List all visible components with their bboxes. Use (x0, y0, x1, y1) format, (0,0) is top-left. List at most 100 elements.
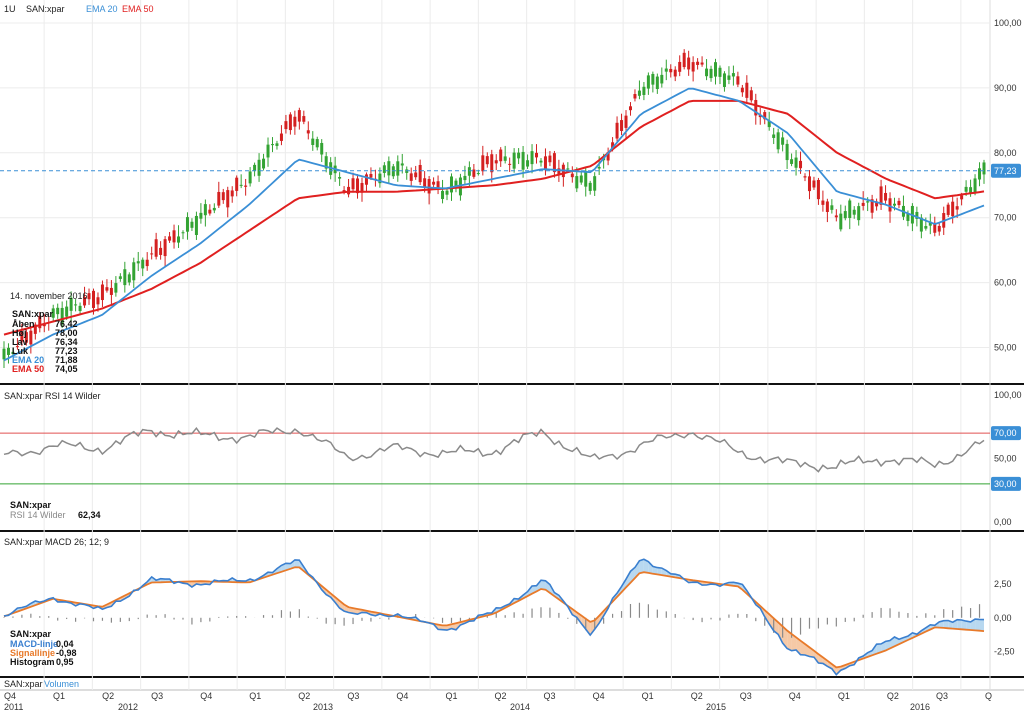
candle-body (969, 187, 973, 194)
candle-body (526, 160, 530, 167)
candle-body (785, 143, 789, 161)
candle-body (168, 236, 172, 241)
candle-body (794, 157, 798, 168)
candle-body (51, 308, 55, 318)
candle-body (91, 290, 95, 308)
ema20-legend[interactable]: EMA 20 (86, 4, 118, 14)
candle-body (29, 330, 33, 345)
volume-label[interactable]: Volumen (44, 679, 79, 689)
candle-body (163, 239, 167, 257)
candle-body (539, 160, 543, 163)
candle-body (834, 215, 838, 218)
candle-body (24, 332, 28, 343)
candle-body (521, 151, 525, 170)
macd-tick-label: 0,00 (994, 613, 1012, 623)
candle-body (772, 134, 776, 138)
candle-body (221, 192, 225, 201)
candle-body (933, 222, 937, 233)
quarter-tick-label: Q4 (593, 691, 605, 701)
year-tick-label: 2013 (313, 702, 333, 712)
candle-body (132, 262, 136, 281)
candle-body (597, 166, 601, 169)
candle-body (253, 164, 257, 172)
axis-labels: 100,00 90,00 80,00 70,00 60,00 50,00 100,00 70,… (4, 18, 1022, 712)
macd-title[interactable]: SAN:xpar MACD 26; 12; 9 (4, 537, 109, 547)
candle-body (799, 160, 803, 169)
candle-body (65, 306, 69, 317)
macd-fill-segment (966, 621, 971, 631)
candle-body (906, 214, 910, 221)
macd-fill-segment (818, 654, 823, 664)
candle-body (736, 76, 740, 85)
candle-body (651, 73, 655, 85)
candle-body (360, 182, 364, 193)
candle-body (548, 155, 552, 163)
candle-body (472, 169, 476, 177)
year-tick-label: 2014 (510, 702, 530, 712)
quarter-tick-label: Q4 (4, 691, 16, 701)
candle-body (606, 152, 610, 161)
candle-body (297, 110, 301, 122)
candle-body (230, 190, 234, 197)
candle-body (123, 269, 127, 286)
candle-body (172, 230, 176, 243)
period-label[interactable]: 1U (4, 4, 16, 14)
candle-body (302, 116, 306, 122)
candle-body (852, 209, 856, 215)
candle-body (915, 211, 919, 219)
candle-body (190, 221, 194, 228)
macd-fill-segment (979, 619, 984, 632)
candle-body (928, 221, 932, 226)
candle-body (866, 201, 870, 203)
rsi-tick-label: 100,00 (994, 390, 1022, 400)
candle-body (722, 73, 726, 87)
candle-body (481, 155, 485, 172)
candle-body (727, 75, 731, 80)
candle-body (955, 206, 959, 210)
candle-body (42, 324, 46, 327)
candle-body (364, 174, 368, 185)
quarter-tick-label: Q3 (347, 691, 359, 701)
candle-body (423, 178, 427, 188)
symbol-label[interactable]: SAN:xpar (26, 4, 65, 14)
candle-body (485, 156, 489, 165)
candle-body (682, 52, 686, 68)
ema50-legend[interactable]: EMA 50 (122, 4, 154, 14)
candle-body (857, 206, 861, 221)
signal-legend-label: Signallinje (10, 648, 55, 658)
volume-symbol[interactable]: SAN:xpar (4, 679, 43, 689)
candle-body (960, 195, 964, 200)
candle-body (177, 236, 181, 243)
candle-body (141, 259, 145, 269)
candle-body (535, 152, 539, 158)
candle-body (199, 212, 203, 219)
candle-body (414, 172, 418, 178)
candle-body (6, 347, 10, 355)
rsi-title[interactable]: SAN:xpar RSI 14 Wilder (4, 391, 101, 401)
candle-body (615, 122, 619, 139)
quarter-tick-label: Q (985, 691, 992, 701)
candle-body (646, 75, 650, 89)
info-label-low: Lav (12, 337, 28, 347)
candle-body (543, 156, 547, 169)
price-tick-label: 60,00 (994, 278, 1017, 288)
candle-body (208, 209, 212, 214)
candle-body (512, 152, 516, 169)
info-value-open: 76,42 (55, 319, 78, 329)
candle-body (830, 205, 834, 210)
candle-body (449, 176, 453, 193)
histogram-legend-label: Histogram (10, 657, 55, 667)
candle-body (740, 87, 744, 93)
candle-body (185, 217, 189, 232)
rsi-legend-value: 62,34 (78, 510, 101, 520)
quarter-tick-label: Q2 (691, 691, 703, 701)
candle-body (861, 202, 865, 206)
macd-legend-symbol: SAN:xpar (10, 629, 52, 639)
candle-body (700, 62, 704, 65)
quarter-tick-label: Q1 (249, 691, 261, 701)
candle-body (212, 207, 216, 211)
candle-body (566, 168, 570, 170)
candle-body (288, 114, 292, 131)
candle-body (100, 284, 104, 301)
